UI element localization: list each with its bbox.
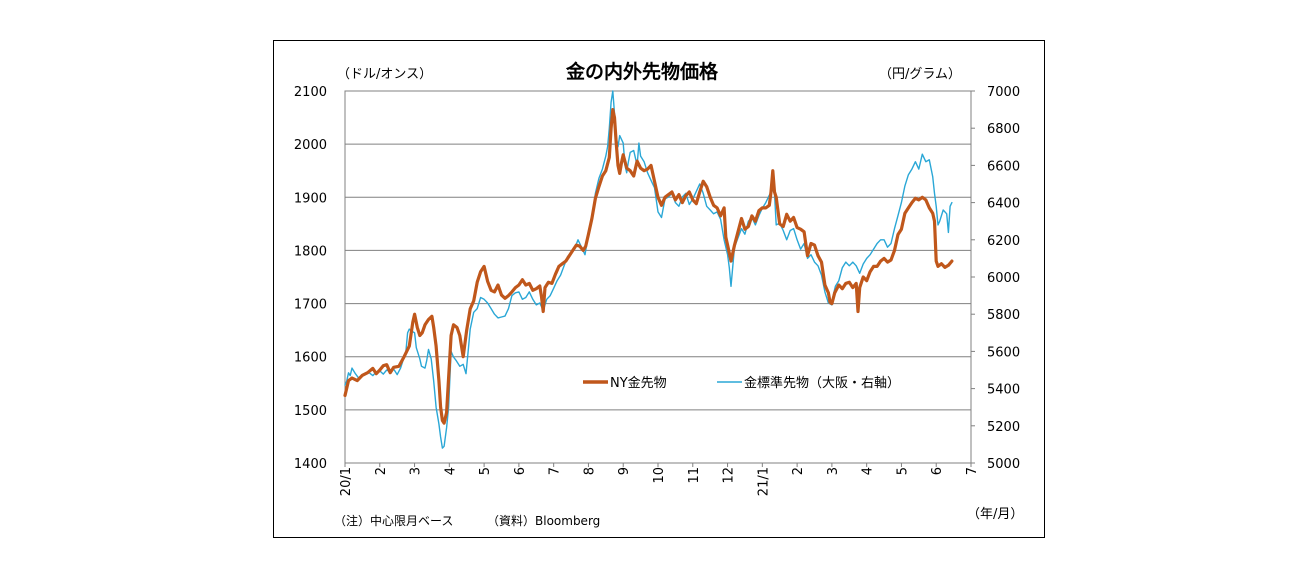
x-tick-label: 3	[826, 467, 841, 475]
legend-label-ny-gold: NY金先物	[610, 375, 667, 391]
series-line-osaka-gold	[344, 90, 953, 449]
plot-area-border	[344, 90, 972, 464]
right-tick-label: 6400	[987, 197, 1020, 212]
x-tick-label: 7	[965, 467, 980, 475]
series-layer	[343, 90, 954, 449]
right-tick-label: 5200	[987, 420, 1020, 435]
right-tick-label: 7000	[987, 85, 1020, 100]
right-tick-label: 6200	[987, 234, 1020, 249]
x-tick-label: 2	[374, 467, 389, 475]
left-tick-label: 1700	[294, 298, 327, 313]
right-tick-label: 5800	[987, 308, 1020, 323]
right-tick-label: 6600	[987, 159, 1020, 174]
left-tick-label: 2100	[294, 85, 327, 100]
x-tick-label: 7	[548, 467, 563, 475]
right-tick-label: 6800	[987, 122, 1020, 137]
x-tick-label: 4	[443, 467, 458, 475]
x-tick-label: 5	[895, 467, 910, 475]
x-axis: 20/1 2 3 4 5 6 7 8 9 10 11 12 21/1 2 3 4 5 6 7	[339, 463, 980, 496]
chart-title: 金の内外先物価格	[565, 60, 719, 83]
x-tick-label: 9	[617, 467, 632, 475]
x-tick-label: 5	[478, 467, 493, 475]
x-tick-label: 6	[513, 467, 528, 475]
x-tick-label: 20/1	[339, 467, 354, 496]
grid-lines	[345, 90, 971, 464]
x-tick-label: 3	[409, 467, 424, 475]
right-tick-label: 6000	[987, 271, 1020, 286]
x-axis-unit: （年/月）	[967, 507, 1023, 522]
x-tick-label: 6	[930, 467, 945, 475]
left-axis: 1400 1500 1600 1700 1800 1900 2000 2100	[294, 85, 327, 472]
series-line-ny-gold	[343, 108, 954, 425]
x-tick-label: 11	[687, 467, 702, 484]
left-tick-label: 1400	[294, 457, 327, 472]
left-tick-label: 1500	[294, 404, 327, 419]
note-label: （注）中心限月ベース	[334, 513, 453, 528]
x-tick-label: 8	[582, 467, 597, 475]
right-tick-label: 5600	[987, 345, 1020, 360]
right-axis: 5000 5200 5400 5600 5800 6000 6200 6400 6600 6800…	[971, 85, 1020, 472]
right-tick-label: 5400	[987, 383, 1020, 398]
left-tick-label: 1600	[294, 351, 327, 366]
x-tick-label: 10	[652, 467, 667, 484]
chart-frame: 1400 1500 1600 1700 1800 1900 2000 2100 5000 520…	[273, 40, 1045, 538]
x-tick-label: 21/1	[756, 467, 771, 496]
right-axis-unit: （円/グラム）	[879, 67, 961, 82]
legend: NY金先物 金標準先物（大阪・右軸）	[583, 375, 900, 391]
legend-label-osaka-gold: 金標準先物（大阪・右軸）	[744, 375, 900, 391]
x-tick-label: 4	[861, 467, 876, 475]
left-tick-label: 1900	[294, 191, 327, 206]
right-tick-label: 5000	[987, 457, 1020, 472]
left-axis-unit: （ドル/オンス）	[337, 67, 432, 82]
left-tick-label: 2000	[294, 138, 327, 153]
x-tick-label: 12	[722, 467, 737, 484]
x-tick-label: 2	[791, 467, 806, 475]
left-tick-label: 1800	[294, 244, 327, 259]
source-label: （資料）Bloomberg	[487, 514, 600, 528]
